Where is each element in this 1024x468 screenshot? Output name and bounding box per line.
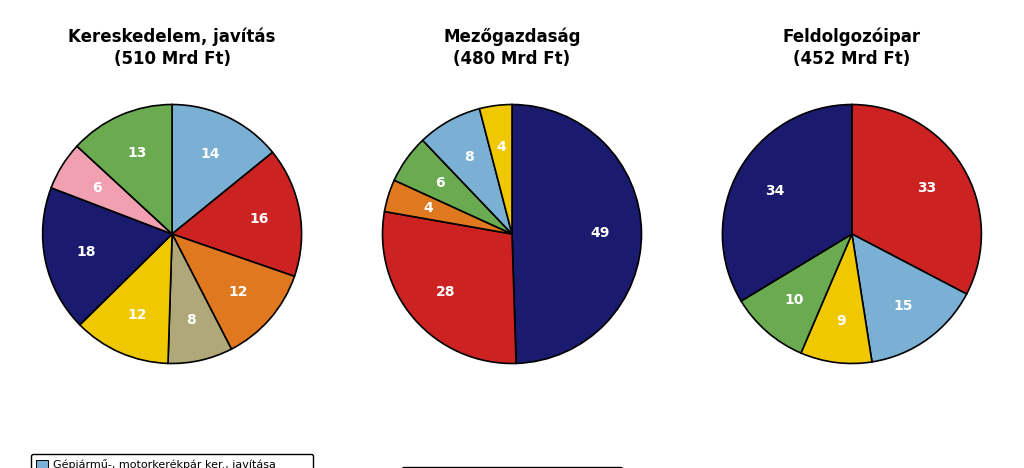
Text: 8: 8 xyxy=(464,150,474,164)
Wedge shape xyxy=(384,180,512,234)
Text: 16: 16 xyxy=(249,212,268,226)
Text: 34: 34 xyxy=(766,184,784,198)
Text: 8: 8 xyxy=(186,313,197,327)
Wedge shape xyxy=(172,234,295,349)
Wedge shape xyxy=(801,234,872,364)
Text: 33: 33 xyxy=(918,182,937,196)
Wedge shape xyxy=(80,234,172,364)
Wedge shape xyxy=(512,104,641,364)
Text: 4: 4 xyxy=(423,201,433,215)
Text: 4: 4 xyxy=(496,139,506,154)
Text: 6: 6 xyxy=(435,176,445,190)
Wedge shape xyxy=(423,109,512,234)
Wedge shape xyxy=(77,104,172,234)
Text: 9: 9 xyxy=(837,314,846,329)
Text: 13: 13 xyxy=(127,146,146,161)
Title: Feldolgozóipar
(452 Mrd Ft): Feldolgozóipar (452 Mrd Ft) xyxy=(782,27,921,68)
Wedge shape xyxy=(852,234,967,362)
Wedge shape xyxy=(172,153,302,276)
Wedge shape xyxy=(722,104,852,301)
Wedge shape xyxy=(172,104,272,234)
Wedge shape xyxy=(852,104,981,294)
Wedge shape xyxy=(394,140,512,234)
Text: 49: 49 xyxy=(591,226,609,240)
Text: 28: 28 xyxy=(435,285,456,299)
Text: 12: 12 xyxy=(229,285,249,299)
Text: 12: 12 xyxy=(127,307,146,322)
Wedge shape xyxy=(741,234,852,353)
Legend: Gépjármű-, motorkerékpár ker., javítása, Egyéb szakosodott nagykereskedelem, Éle: Gépjármű-, motorkerékpár ker., javítása,… xyxy=(31,454,313,468)
Wedge shape xyxy=(43,188,172,325)
Text: 10: 10 xyxy=(784,293,804,307)
Title: Kereskedelem, javítás
(510 Mrd Ft): Kereskedelem, javítás (510 Mrd Ft) xyxy=(69,27,275,68)
Text: 14: 14 xyxy=(200,147,220,161)
Text: 18: 18 xyxy=(76,245,95,259)
Text: 15: 15 xyxy=(894,299,913,313)
Title: Mezőgazdaság
(480 Mrd Ft): Mezőgazdaság (480 Mrd Ft) xyxy=(443,27,581,68)
Wedge shape xyxy=(51,146,172,234)
Wedge shape xyxy=(479,104,512,234)
Wedge shape xyxy=(383,212,516,364)
Wedge shape xyxy=(168,234,231,364)
Text: 6: 6 xyxy=(92,181,102,195)
